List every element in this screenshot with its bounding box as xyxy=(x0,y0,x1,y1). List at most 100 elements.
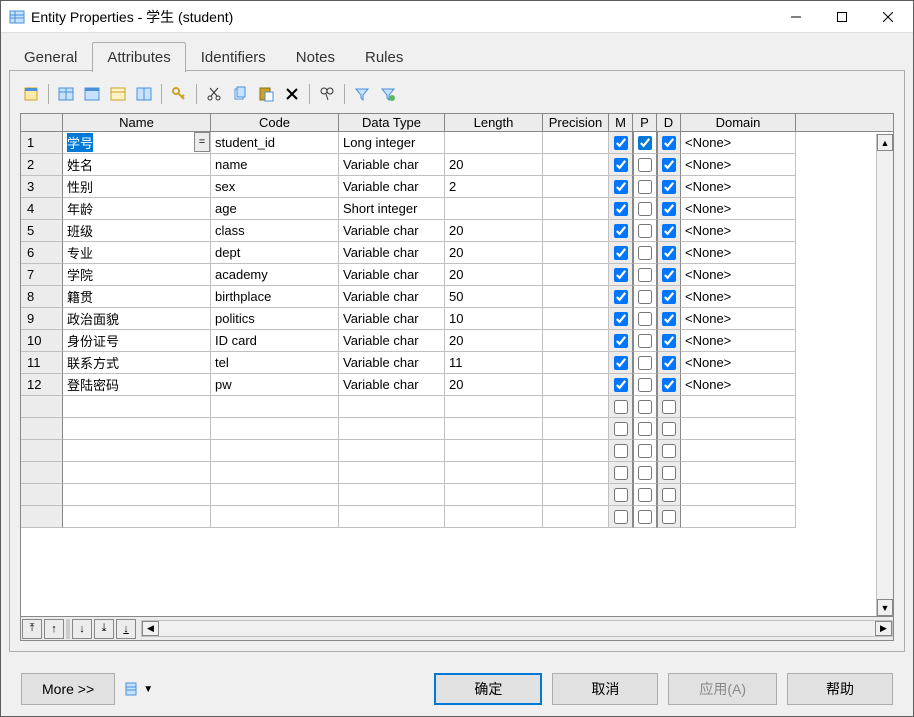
cell-p-checkbox[interactable] xyxy=(633,374,657,396)
table-row[interactable]: 3性别sexVariable char2<None> xyxy=(21,176,893,198)
toolbar-cut-icon[interactable] xyxy=(203,83,225,105)
cell-domain[interactable]: <None> xyxy=(681,330,796,352)
col-precision[interactable]: Precision xyxy=(543,114,609,131)
table-row[interactable] xyxy=(21,418,893,440)
col-code[interactable]: Code xyxy=(211,114,339,131)
cell-length[interactable] xyxy=(445,484,543,506)
scroll-left-icon[interactable]: ◀ xyxy=(142,621,159,636)
tab-identifiers[interactable]: Identifiers xyxy=(186,42,281,72)
m-checkbox[interactable] xyxy=(614,202,628,216)
row-number[interactable]: 7 xyxy=(21,264,63,286)
cell-code[interactable]: politics xyxy=(211,308,339,330)
cell-d-checkbox[interactable] xyxy=(657,440,681,462)
cell-domain[interactable] xyxy=(681,396,796,418)
row-number[interactable]: 5 xyxy=(21,220,63,242)
help-button[interactable]: 帮助 xyxy=(787,673,893,705)
cell-d-checkbox[interactable] xyxy=(657,352,681,374)
cell-p-checkbox[interactable] xyxy=(633,330,657,352)
toolbar-delete-icon[interactable] xyxy=(281,83,303,105)
cell-code[interactable] xyxy=(211,462,339,484)
table-row[interactable] xyxy=(21,484,893,506)
tab-attributes[interactable]: Attributes xyxy=(92,42,185,72)
row-number[interactable]: 4 xyxy=(21,198,63,220)
row-number[interactable]: 11 xyxy=(21,352,63,374)
maximize-button[interactable] xyxy=(819,2,865,32)
close-button[interactable] xyxy=(865,2,911,32)
cell-code[interactable] xyxy=(211,418,339,440)
m-checkbox[interactable] xyxy=(614,400,628,414)
m-checkbox[interactable] xyxy=(614,444,628,458)
toolbar-grid-4-icon[interactable] xyxy=(133,83,155,105)
cell-name[interactable]: 班级 xyxy=(63,220,211,242)
cell-length[interactable] xyxy=(445,506,543,528)
cell-name[interactable]: 登陆密码 xyxy=(63,374,211,396)
m-checkbox[interactable] xyxy=(614,246,628,260)
table-row[interactable]: 1学号=student_idLong integer<None> xyxy=(21,132,893,154)
vertical-scrollbar[interactable]: ▲ ▼ xyxy=(876,134,893,616)
cell-code[interactable]: tel xyxy=(211,352,339,374)
cell-datatype[interactable]: Variable char xyxy=(339,308,445,330)
move-bottom-button[interactable]: ⤓ xyxy=(94,619,114,639)
cell-name[interactable]: 年龄 xyxy=(63,198,211,220)
cell-m-checkbox[interactable] xyxy=(609,506,633,528)
row-number[interactable]: 2 xyxy=(21,154,63,176)
m-checkbox[interactable] xyxy=(614,158,628,172)
cell-code[interactable]: ID card xyxy=(211,330,339,352)
p-checkbox[interactable] xyxy=(638,290,652,304)
hscroll-track[interactable] xyxy=(159,621,875,636)
cell-d-checkbox[interactable] xyxy=(657,396,681,418)
cell-code[interactable]: sex xyxy=(211,176,339,198)
cell-m-checkbox[interactable] xyxy=(609,132,633,154)
table-row[interactable]: 5班级classVariable char20<None> xyxy=(21,220,893,242)
row-number[interactable] xyxy=(21,418,63,440)
cell-datatype[interactable]: Variable char xyxy=(339,374,445,396)
cell-length[interactable] xyxy=(445,396,543,418)
cell-m-checkbox[interactable] xyxy=(609,462,633,484)
cell-precision[interactable] xyxy=(543,418,609,440)
toolbar-grid-3-icon[interactable] xyxy=(107,83,129,105)
cell-p-checkbox[interactable] xyxy=(633,440,657,462)
cell-name[interactable]: 性别 xyxy=(63,176,211,198)
p-checkbox[interactable] xyxy=(638,268,652,282)
cell-code[interactable] xyxy=(211,506,339,528)
p-checkbox[interactable] xyxy=(638,136,652,150)
cell-d-checkbox[interactable] xyxy=(657,220,681,242)
cell-p-checkbox[interactable] xyxy=(633,352,657,374)
tab-rules[interactable]: Rules xyxy=(350,42,418,72)
cell-datatype[interactable]: Long integer xyxy=(339,132,445,154)
table-row[interactable]: 12登陆密码pwVariable char20<None> xyxy=(21,374,893,396)
table-row[interactable] xyxy=(21,462,893,484)
cell-name[interactable] xyxy=(63,462,211,484)
cell-name[interactable]: 籍贯 xyxy=(63,286,211,308)
m-checkbox[interactable] xyxy=(614,422,628,436)
d-checkbox[interactable] xyxy=(662,334,676,348)
cell-datatype[interactable]: Variable char xyxy=(339,352,445,374)
cell-domain[interactable]: <None> xyxy=(681,374,796,396)
horizontal-scrollbar[interactable]: ◀ ▶ xyxy=(141,620,893,637)
p-checkbox[interactable] xyxy=(638,356,652,370)
cell-code[interactable] xyxy=(211,396,339,418)
layout-icon[interactable]: ▼ xyxy=(125,675,153,703)
cell-code[interactable] xyxy=(211,484,339,506)
row-number[interactable]: 1 xyxy=(21,132,63,154)
cell-precision[interactable] xyxy=(543,220,609,242)
p-checkbox[interactable] xyxy=(638,158,652,172)
col-rownum[interactable] xyxy=(21,114,63,131)
cell-m-checkbox[interactable] xyxy=(609,308,633,330)
p-checkbox[interactable] xyxy=(638,510,652,524)
cell-domain[interactable] xyxy=(681,506,796,528)
cell-precision[interactable] xyxy=(543,308,609,330)
table-row[interactable]: 7学院academyVariable char20<None> xyxy=(21,264,893,286)
cell-datatype[interactable]: Variable char xyxy=(339,220,445,242)
m-checkbox[interactable] xyxy=(614,268,628,282)
cell-length[interactable] xyxy=(445,440,543,462)
table-row[interactable] xyxy=(21,506,893,528)
table-row[interactable]: 6专业deptVariable char20<None> xyxy=(21,242,893,264)
cell-datatype[interactable] xyxy=(339,462,445,484)
col-name[interactable]: Name xyxy=(63,114,211,131)
cell-code[interactable]: academy xyxy=(211,264,339,286)
cell-d-checkbox[interactable] xyxy=(657,506,681,528)
toolbar-paste-icon[interactable] xyxy=(255,83,277,105)
p-checkbox[interactable] xyxy=(638,202,652,216)
cell-p-checkbox[interactable] xyxy=(633,132,657,154)
